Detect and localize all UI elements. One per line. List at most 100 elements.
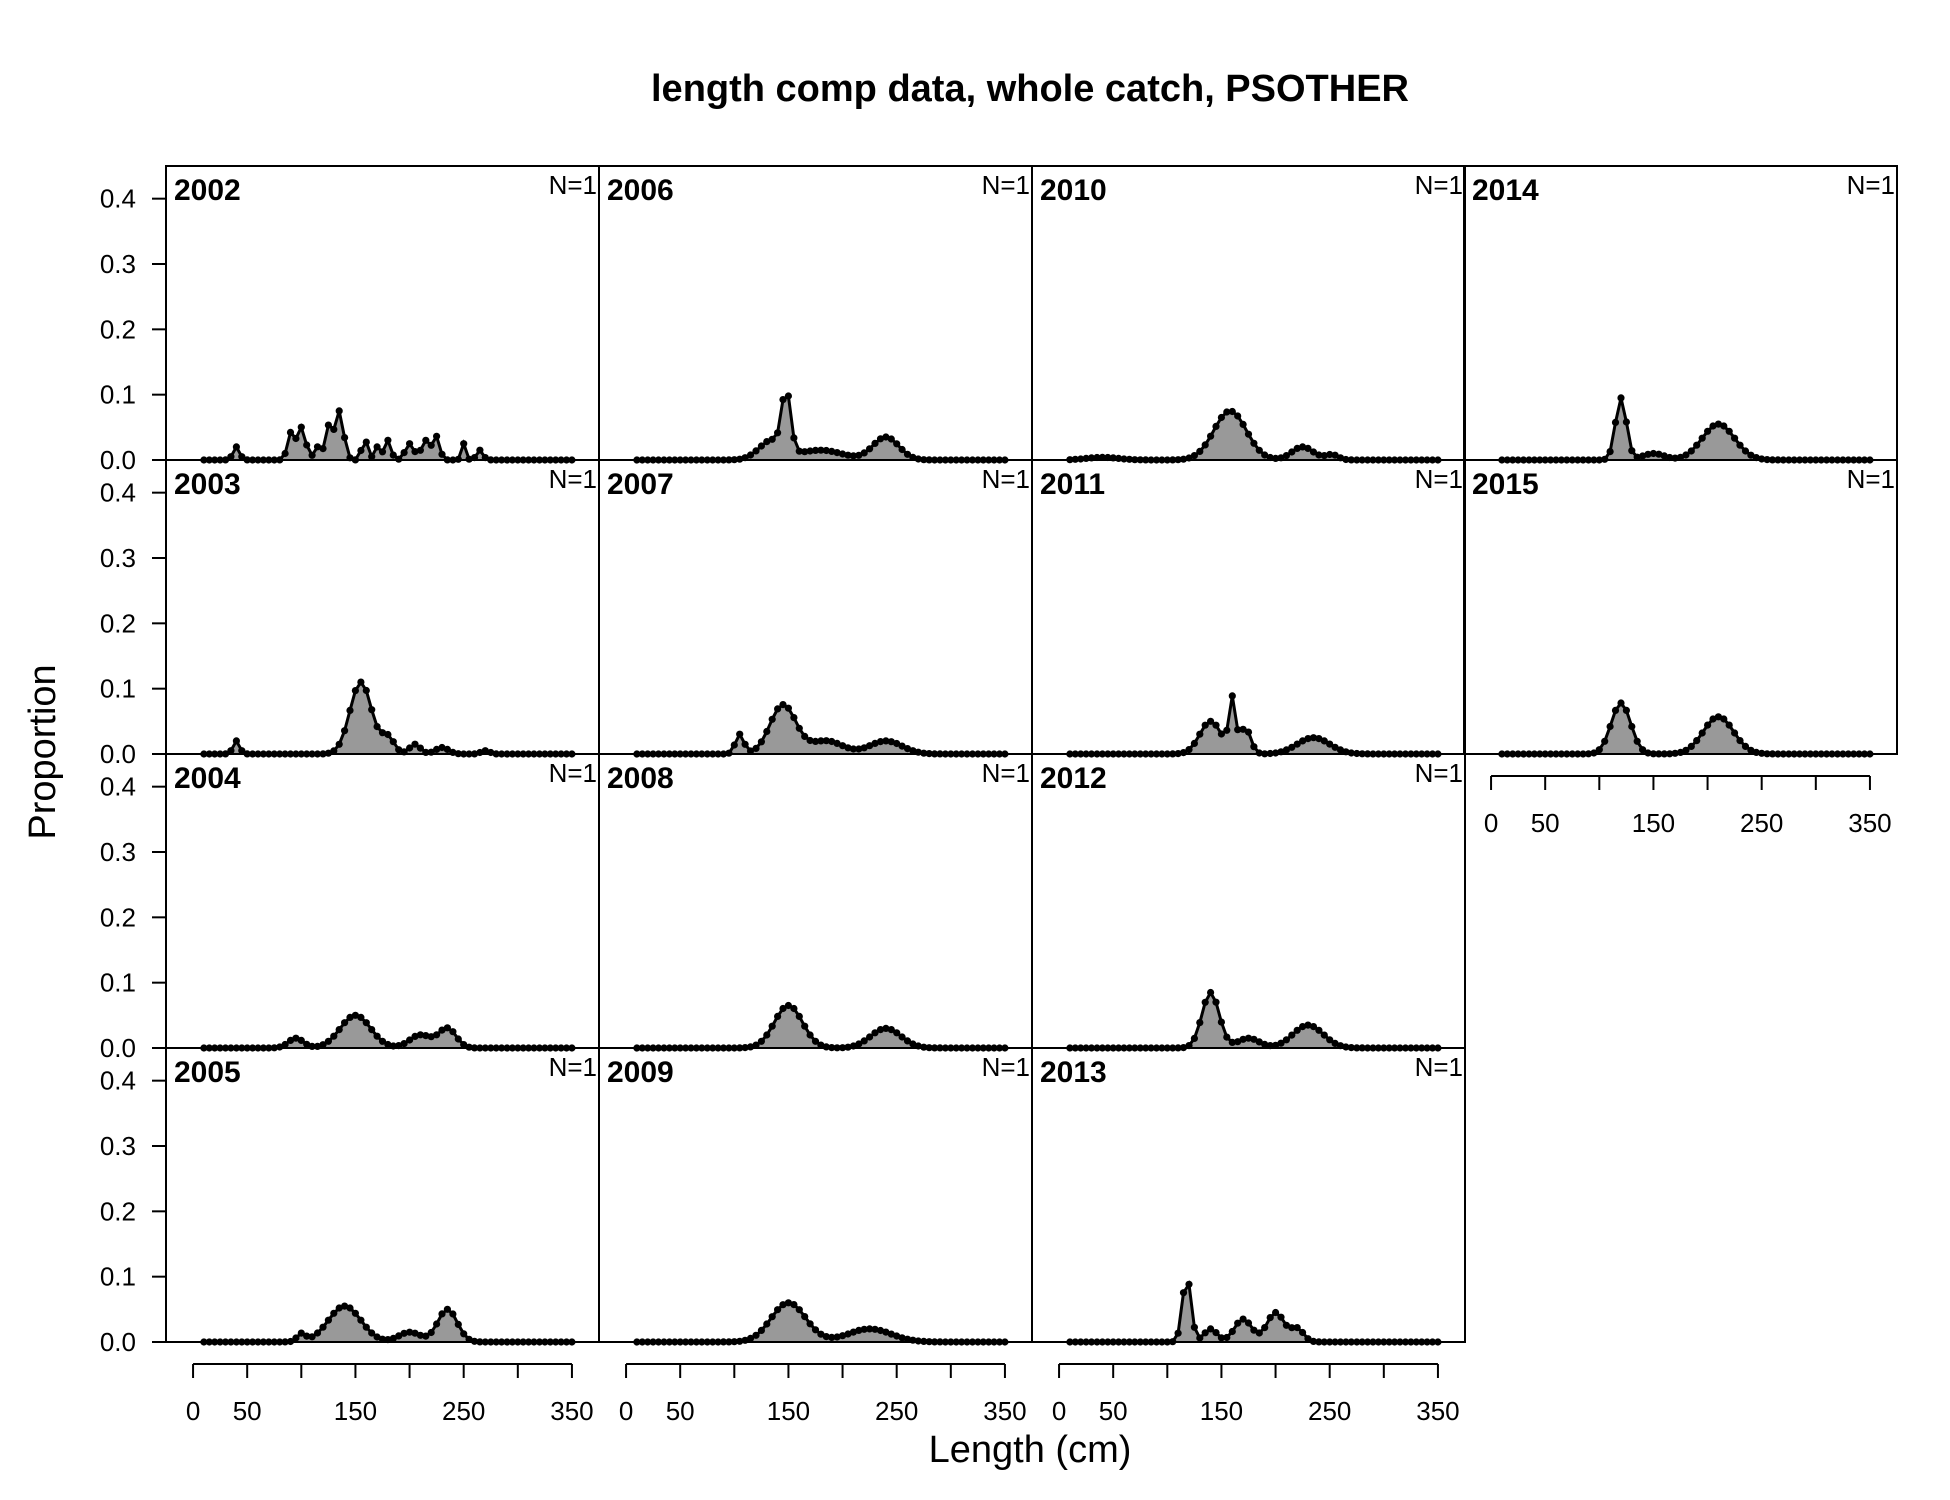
data-point (1326, 740, 1334, 748)
data-point (1326, 450, 1334, 459)
data-point (757, 1326, 766, 1334)
data-point (341, 434, 349, 442)
y-tick-label: 0.1 (100, 674, 136, 704)
series-line-2015 (1501, 700, 1870, 756)
panel-2003: 2003 N=1 0.0 0.1 0.2 0.3 0.4 (100, 459, 600, 769)
chart-title: length comp data, whole catch, PSOTHER (651, 68, 1409, 110)
data-point (790, 434, 798, 442)
data-point (1687, 447, 1695, 455)
data-point (1255, 1038, 1263, 1046)
y-tick-label: 0.2 (100, 608, 136, 638)
data-point (1320, 737, 1328, 745)
data-point (449, 1310, 457, 1318)
y-tick-label: 0.4 (100, 478, 136, 508)
data-point (1239, 1315, 1247, 1323)
data-point (746, 451, 755, 459)
data-point (1693, 441, 1701, 449)
data-point (887, 1330, 895, 1338)
data-point (297, 1329, 305, 1337)
data-point (1228, 1327, 1236, 1336)
data-point (903, 1037, 912, 1045)
data-point (438, 743, 446, 752)
data-point (227, 453, 235, 461)
data-point (330, 425, 338, 433)
data-point (351, 1011, 359, 1019)
data-point (1331, 743, 1339, 751)
data-point (757, 1037, 766, 1045)
data-point (1601, 737, 1609, 745)
panel-frame (1031, 459, 1466, 755)
data-point (811, 446, 820, 454)
data-point (400, 1329, 408, 1337)
data-point (876, 1326, 885, 1335)
y-tick-label: 0.1 (100, 380, 136, 410)
data-point (1288, 743, 1296, 751)
y-tick-label: 0.0 (100, 1327, 136, 1357)
x-tick-label: 350 (1848, 808, 1891, 838)
data-point (378, 729, 387, 737)
data-point (779, 396, 787, 404)
data-point (319, 1323, 327, 1331)
data-point (357, 1316, 365, 1324)
data-point (1660, 452, 1668, 460)
data-point (1190, 1034, 1198, 1042)
data-point (303, 1040, 311, 1048)
data-point (1261, 451, 1269, 459)
data-point (422, 1032, 430, 1040)
data-point (416, 446, 424, 454)
data-point (1309, 734, 1318, 742)
data-point (1239, 1035, 1247, 1043)
data-point (1720, 715, 1728, 723)
data-point (362, 1019, 370, 1027)
area-fill-2002 (203, 410, 572, 460)
data-point (779, 1004, 787, 1013)
data-point (335, 407, 343, 415)
panel-2002: 2002 N=1 0.0 0.1 0.2 0.3 0.4 (100, 165, 600, 475)
data-point (1196, 730, 1204, 738)
data-point (460, 1041, 468, 1049)
panel-n-label: N=1 (1415, 758, 1463, 788)
data-point (903, 745, 912, 753)
data-point (1704, 721, 1712, 729)
data-point (871, 1029, 879, 1037)
data-point (855, 745, 863, 753)
data-point (346, 706, 354, 715)
data-point (1320, 452, 1328, 460)
panel-year-label: 2007 (607, 468, 674, 501)
data-point (1190, 452, 1198, 460)
data-point (422, 1332, 430, 1340)
y-tick-label: 0.0 (100, 739, 136, 769)
data-point (1299, 1328, 1307, 1337)
panels-group: 2002 N=1 0.0 0.1 0.2 0.3 0.4 2003 N=1 0.0 0.1 0.2 0.… (100, 165, 1898, 1426)
panel-frame (165, 165, 600, 461)
data-point (1212, 422, 1220, 430)
data-point (1606, 722, 1614, 731)
data-point (1704, 427, 1712, 435)
data-point (882, 1328, 890, 1336)
data-point (319, 1041, 327, 1049)
data-point (752, 1041, 760, 1049)
data-point (866, 1325, 874, 1333)
data-point (1272, 1308, 1280, 1317)
y-tick-label: 0.4 (100, 772, 136, 802)
data-point (335, 1026, 343, 1034)
data-point (357, 1013, 365, 1022)
data-point (411, 740, 419, 748)
data-point (346, 1304, 354, 1312)
x-tick-label: 0 (619, 1396, 633, 1426)
data-point (1234, 1319, 1242, 1327)
data-point (297, 1036, 305, 1044)
panel-year-label: 2015 (1472, 468, 1539, 501)
data-point (292, 1334, 300, 1342)
data-point (330, 747, 338, 755)
data-point (833, 449, 841, 457)
data-point (313, 1329, 322, 1337)
data-point (411, 448, 419, 456)
panel-year-label: 2011 (1040, 468, 1105, 501)
panel-year-label: 2008 (607, 762, 674, 795)
panel-2011: 2011 N=1 (1031, 459, 1466, 758)
data-point (768, 1313, 776, 1321)
data-point (1644, 450, 1652, 458)
y-tick-label: 0.2 (100, 1196, 136, 1226)
